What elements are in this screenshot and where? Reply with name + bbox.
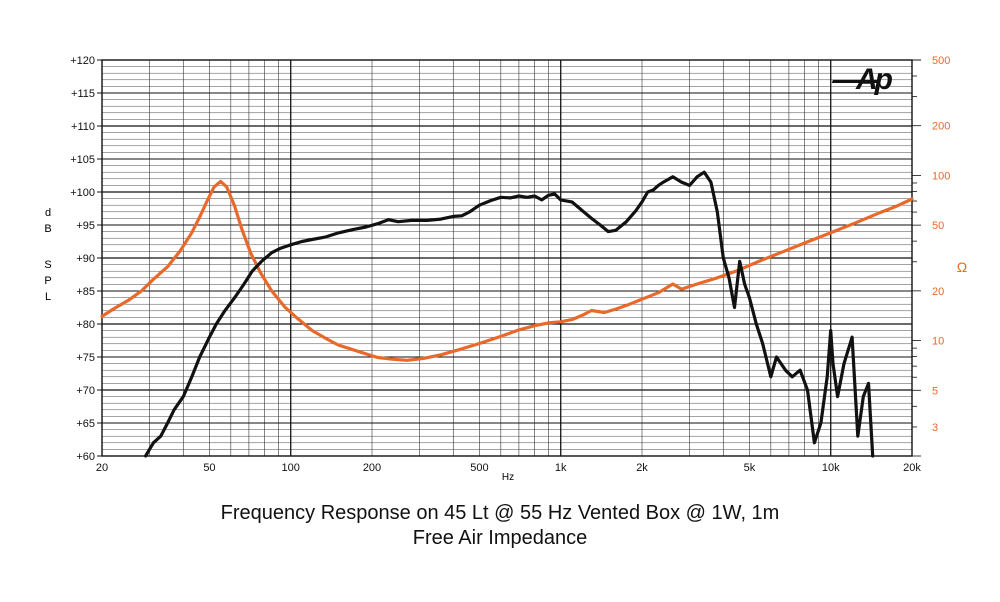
y-tick-label: +110 [71,121,95,133]
y-axis-label-char: B [44,223,51,235]
x-tick-label: 20 [96,462,108,474]
y2-axis-ticks: 500 200 100 50 20 10 5 3 [912,55,950,457]
y-axis-label-char: S [44,259,51,271]
y2-tick-label: 3 [932,422,938,434]
y2-tick-label: 500 [932,55,950,67]
x-tick-label: 1k [555,462,567,474]
y2-tick-label: 5 [932,385,938,397]
chart-caption-subtitle: Free Air Impedance [412,527,588,549]
y-axis-label-char: d [45,207,51,219]
y-tick-label: +105 [70,154,95,166]
x-tick-label: 10k [822,462,840,474]
logo-text: Ap [855,63,893,96]
y2-tick-label: 10 [932,336,944,348]
y-tick-label: +85 [76,286,95,298]
y-axis-label: d B S P L [44,207,51,303]
y-tick-label: +90 [76,253,95,265]
x-tick-label: 2k [636,462,648,474]
y2-tick-label: 20 [932,286,944,298]
x-tick-label: 20k [903,462,921,474]
x-tick-label: 200 [363,462,381,474]
x-axis-label: Hz [502,472,514,483]
ap-logo: Ap [831,63,896,96]
y2-tick-label: 200 [932,121,950,133]
y-tick-label: +95 [76,220,95,232]
y-tick-label: +80 [76,319,95,331]
impedance-curve [100,179,914,362]
grid-minor-horizontal [102,66,912,450]
y-tick-label: +100 [70,187,95,199]
x-tick-label: 500 [470,462,488,474]
x-tick-label: 5k [744,462,756,474]
spl-curve [144,170,875,458]
y2-axis-label: Ω [957,259,967,275]
y-axis-label-char: P [44,275,51,287]
chart-caption-title: Frequency Response on 45 Lt @ 55 Hz Vent… [220,502,780,524]
y-tick-label: +115 [71,88,95,100]
y-axis-label-char: L [45,291,51,303]
chart: +120 +115 +110 +105 +100 +95 +90 +85 +80 +75 +70 +6… [44,55,967,483]
y2-tick-label: 100 [932,170,950,182]
x-tick-label: 50 [203,462,215,474]
grid-major [102,60,912,456]
x-axis-ticks: 20 50 100 200 500 1k 2k 5k 10k 20k [96,462,921,474]
x-tick-label: 100 [282,462,300,474]
y-tick-label: +75 [76,352,95,364]
y2-tick-label: 50 [932,220,944,232]
y-tick-label: +70 [76,385,95,397]
y-axis-ticks: +120 +115 +110 +105 +100 +95 +90 +85 +80 +75 +70 +6… [70,55,102,463]
y-tick-label: +65 [76,418,95,430]
y-tick-label: +120 [70,55,95,67]
y-tick-label: +60 [76,451,95,463]
